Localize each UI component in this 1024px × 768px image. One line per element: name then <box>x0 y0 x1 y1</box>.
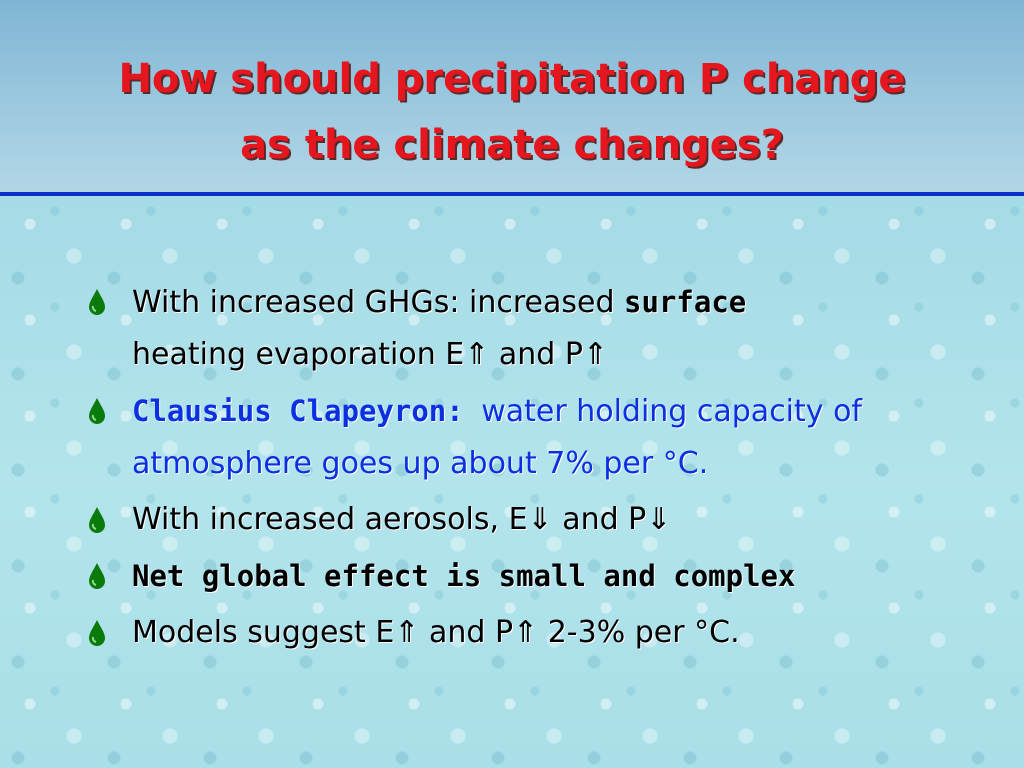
bullet-item-ghgs: With increased GHGs: increased surface h… <box>86 276 966 381</box>
water-droplet-background <box>0 196 1024 768</box>
slide-title-line-1: How should precipitation P change <box>118 56 906 102</box>
bullet-item-clausius-clapeyron: Clausius Clapeyron: water holding capaci… <box>86 385 966 490</box>
droplet-icon <box>89 507 105 533</box>
title-divider <box>0 192 1024 196</box>
droplet-icon <box>89 398 105 424</box>
bullet-text: Models suggest E⇑ and P⇑ 2-3% per °C. <box>132 615 740 650</box>
bullet-text: Net global effect is small and complex <box>132 559 796 593</box>
droplet-icon <box>89 563 105 589</box>
bullet-text: With increased GHGs: increased <box>132 285 625 320</box>
bullet-text: With increased aerosols, E⇓ and P⇓ <box>132 502 672 537</box>
droplet-icon <box>89 620 105 646</box>
bullet-item-models: Models suggest E⇑ and P⇑ 2-3% per °C. <box>86 607 966 659</box>
bullet-emphasis: surface <box>624 285 747 319</box>
bullet-item-net-effect: Net global effect is small and complex <box>86 550 966 603</box>
bullet-list: With increased GHGs: increased surface h… <box>86 276 966 663</box>
bullet-text-continued: heating evaporation E⇑ and P⇑ <box>132 337 609 372</box>
title-band <box>0 0 1024 192</box>
bullet-text: water holding capacity of atmosphere goe… <box>132 394 862 481</box>
droplet-icon <box>89 289 105 315</box>
bullet-item-aerosols: With increased aerosols, E⇓ and P⇓ <box>86 494 966 546</box>
slide-title: How should precipitation P change as the… <box>40 46 984 178</box>
slide-title-line-2: as the climate changes? <box>240 122 784 168</box>
bullet-term: Clausius Clapeyron: <box>132 394 482 428</box>
